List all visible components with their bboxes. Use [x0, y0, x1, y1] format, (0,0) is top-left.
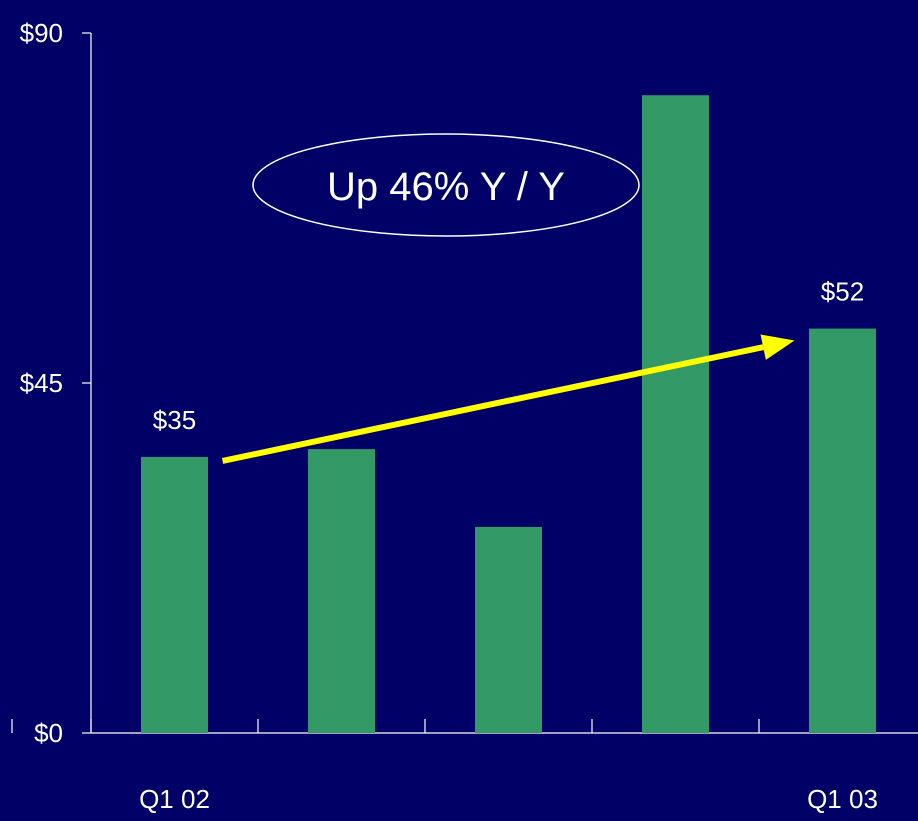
data-label: $52	[821, 277, 864, 307]
x-tick-label: Q1 02	[139, 784, 210, 814]
bar	[141, 456, 208, 733]
callout-ellipse	[252, 133, 640, 237]
y-tick-label: $0	[34, 718, 63, 748]
bar	[475, 526, 542, 733]
x-tick-labels: Q1 02 Q1 03	[139, 784, 878, 814]
y-tick-label: $90	[20, 18, 63, 48]
arrow-shaft	[221, 344, 764, 464]
data-label: $35	[153, 405, 196, 435]
callout-text: Up 46% Y / Y	[327, 165, 565, 209]
callout: Up 46% Y / Y	[252, 133, 640, 237]
x-tick-label: Q1 03	[807, 784, 878, 814]
bar	[809, 328, 876, 733]
growth-arrow	[221, 334, 795, 464]
data-labels: $35 $52	[153, 277, 864, 435]
bars	[141, 95, 876, 733]
y-tick-labels: $0 $45 $90	[20, 18, 63, 748]
bar	[642, 95, 709, 733]
arrow-head	[760, 334, 795, 360]
y-tick-label: $45	[20, 368, 63, 398]
bar	[308, 449, 375, 733]
